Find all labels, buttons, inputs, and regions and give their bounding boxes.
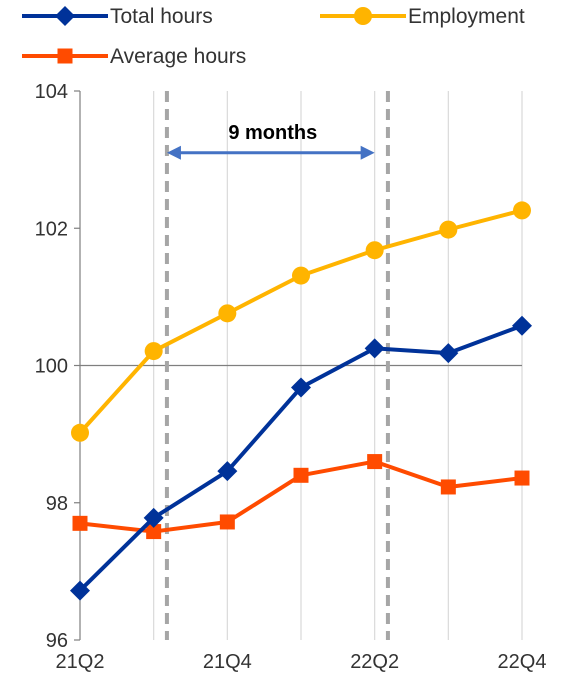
arrow-head-right bbox=[360, 145, 375, 160]
data-point-average-hours bbox=[293, 467, 309, 483]
arrow-head-left bbox=[166, 145, 181, 160]
legend: Total hours Employment Average hours bbox=[22, 5, 525, 68]
y-tick-label: 102 bbox=[35, 218, 68, 240]
data-point-total-hours bbox=[143, 507, 164, 528]
data-point-average-hours bbox=[440, 479, 456, 495]
data-point-average-hours bbox=[514, 470, 530, 486]
data-point-employment bbox=[144, 342, 163, 361]
data-point-total-hours bbox=[364, 338, 385, 359]
data-point-average-hours bbox=[72, 515, 88, 531]
data-point-employment bbox=[218, 304, 237, 323]
legend-label: Average hours bbox=[110, 45, 246, 68]
data-point-employment bbox=[365, 241, 384, 260]
data-point-average-hours bbox=[219, 514, 235, 530]
data-point-total-hours bbox=[291, 377, 311, 398]
x-tick-label: 22Q4 bbox=[498, 651, 547, 673]
annotation-label: 9 months bbox=[228, 122, 317, 144]
data-point-total-hours bbox=[512, 315, 532, 336]
data-point-employment bbox=[439, 220, 458, 239]
legend-swatch-marker bbox=[354, 7, 372, 25]
series-total-hours bbox=[70, 315, 532, 601]
annotation-arrow: 9 months bbox=[166, 122, 375, 160]
data-point-employment bbox=[71, 423, 89, 442]
x-tick-label: 21Q2 bbox=[56, 651, 105, 673]
data-point-average-hours bbox=[367, 454, 383, 470]
legend-label: Total hours bbox=[110, 5, 213, 28]
legend-swatch-marker bbox=[55, 6, 75, 26]
grid bbox=[80, 91, 523, 640]
series-average-hours bbox=[72, 454, 530, 540]
data-point-average-hours bbox=[146, 524, 162, 540]
axes bbox=[74, 90, 81, 641]
data-point-total-hours bbox=[217, 461, 238, 482]
data-point-total-hours bbox=[438, 343, 459, 364]
x-tick-label: 21Q4 bbox=[203, 651, 252, 673]
legend-item-average-hours: Average hours bbox=[22, 45, 246, 68]
annotation-vlines bbox=[164, 91, 390, 640]
legend-item-employment: Employment bbox=[320, 5, 525, 28]
y-tick-label: 96 bbox=[46, 630, 68, 652]
data-point-total-hours bbox=[70, 580, 90, 601]
x-tick-label: 22Q2 bbox=[350, 651, 399, 673]
legend-item-total-hours: Total hours bbox=[22, 5, 213, 28]
series-group bbox=[70, 201, 532, 601]
data-point-employment bbox=[513, 201, 531, 220]
data-point-employment bbox=[292, 266, 310, 285]
series-employment bbox=[71, 201, 531, 442]
tick-labels: 96 98 100 102 104 21Q2 21Q4 22Q2 22Q4 bbox=[35, 81, 547, 673]
y-tick-label: 100 bbox=[35, 356, 68, 378]
legend-label: Employment bbox=[408, 5, 525, 28]
y-tick-label: 104 bbox=[35, 81, 68, 103]
y-tick-label: 98 bbox=[46, 493, 68, 515]
legend-swatch-marker bbox=[57, 48, 73, 64]
